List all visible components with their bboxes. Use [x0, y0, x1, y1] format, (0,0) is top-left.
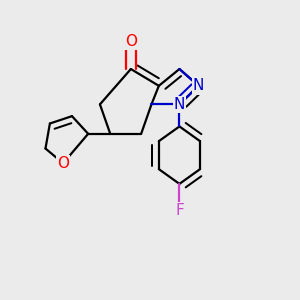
Text: O: O	[125, 34, 137, 49]
Text: N: N	[193, 78, 204, 93]
Text: F: F	[175, 203, 184, 218]
Text: O: O	[57, 156, 69, 171]
Text: N: N	[174, 97, 185, 112]
